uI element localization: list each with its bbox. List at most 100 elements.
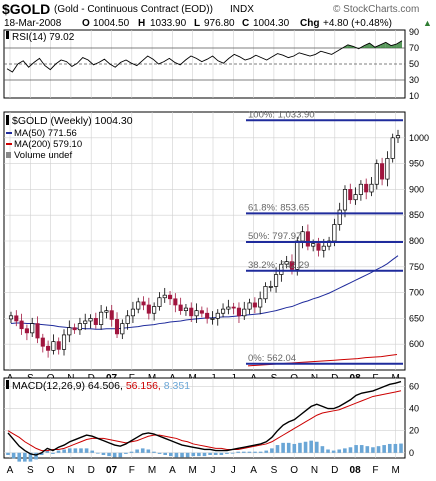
macd-histogram-bar (253, 451, 257, 453)
rsi-overbought-fill (364, 43, 370, 48)
macd-histogram-bar (73, 448, 78, 453)
macd-legend-part: 56.156, (126, 380, 164, 392)
rsi-tick-label: 50 (409, 59, 419, 69)
price-tick-label: 900 (409, 184, 424, 194)
macd-histogram-bar (23, 452, 27, 462)
fib-label: 100%: 1,033.90 (248, 109, 315, 120)
price-bar (8, 315, 14, 320)
price-tick-label: 850 (409, 210, 424, 220)
price-bar (268, 286, 273, 288)
macd-histogram-bar (180, 452, 184, 458)
macd-histogram-bar (163, 452, 167, 455)
macd-histogram-bar (225, 452, 229, 454)
open-label: O (82, 18, 90, 29)
macd-tick-label: 20 (409, 426, 419, 436)
price-bar (14, 315, 19, 322)
price-bar (226, 306, 231, 310)
macd-histogram-bar (202, 452, 207, 457)
macd-histogram-bar (242, 451, 246, 453)
macd-histogram-bar (393, 443, 398, 453)
bottom-x-tick-label: M (392, 465, 400, 476)
macd-histogram-bar (399, 443, 403, 453)
price-bar (332, 224, 337, 242)
macd-histogram-bar (348, 447, 353, 453)
macd-histogram-bar (197, 452, 201, 457)
change-value: +4.80 (+0.48%) (323, 18, 392, 29)
price-bar (93, 318, 98, 325)
macd-histogram-bar (157, 452, 162, 454)
macd-histogram-bar (387, 443, 392, 453)
price-bar (210, 318, 215, 320)
macd-line (7, 380, 402, 456)
price-bar (247, 302, 252, 310)
low-value: 976.80 (204, 18, 235, 29)
fib-label: 61.8%: 853.65 (248, 202, 309, 213)
bottom-x-tick-label: F (372, 465, 378, 476)
macd-histogram-bar (309, 440, 313, 453)
macd-histogram-bar (208, 452, 212, 455)
rsi-legend: RSI(14) 79.02 (12, 32, 75, 43)
macd-legend-marker (6, 380, 9, 389)
price-bar (88, 318, 93, 322)
price-bar (189, 307, 194, 317)
macd-signal-line (7, 390, 402, 452)
bottom-x-tick-label: D (88, 465, 95, 476)
bottom-x-tick-label: M (148, 465, 156, 476)
macd-histogram-bar (112, 452, 117, 458)
watermark: © StockCharts.com (333, 4, 420, 15)
price-bar (236, 307, 242, 317)
price-tick-label: 1000 (409, 133, 429, 143)
rsi-tick-label: 90 (409, 27, 419, 37)
ticker-title: $GOLD (2, 1, 51, 17)
price-bar (61, 334, 67, 350)
high-label: H (138, 18, 146, 29)
price-bar (104, 310, 109, 313)
price-tick-label: 600 (409, 339, 424, 349)
macd-histogram-bar (219, 452, 224, 455)
close-label: C (242, 18, 250, 29)
price-bar (321, 245, 326, 251)
macd-histogram-bar (11, 452, 16, 459)
macd-histogram-bar (376, 446, 381, 453)
bottom-x-tick-label: J (211, 465, 216, 476)
macd-tick-label: 40 (409, 404, 419, 414)
price-bar (46, 345, 51, 351)
rsi-overbought-fill (380, 42, 386, 48)
price-bar (157, 297, 162, 307)
price-bar (99, 311, 104, 325)
price-bar (300, 231, 305, 242)
rsi-tick-label: 70 (409, 43, 419, 53)
macd-histogram-bar (56, 450, 61, 453)
macd-histogram-bar (354, 445, 358, 453)
price-bar (194, 310, 199, 317)
price-bar (263, 286, 268, 300)
macd-histogram-bar (34, 452, 38, 460)
macd-histogram-bar (6, 452, 10, 455)
price-tick-label: 950 (409, 159, 424, 169)
price-bar (380, 163, 385, 180)
macd-histogram-bar (230, 452, 235, 454)
rsi-legend-marker (6, 31, 9, 39)
change-label: Chg (300, 18, 320, 29)
macd-histogram-bar (17, 452, 22, 462)
macd-histogram-bar (67, 448, 72, 453)
macd-histogram-bar (135, 449, 139, 453)
price-bar (178, 304, 183, 312)
change-arrow-icon: ▲ (423, 18, 432, 28)
price-bar (72, 327, 77, 331)
macd-histogram-bar (331, 450, 336, 453)
price-bar (289, 261, 295, 270)
price-bar (141, 301, 146, 306)
price-bar (162, 294, 167, 299)
macd-histogram-bar (174, 452, 179, 458)
price-bar (183, 307, 188, 312)
volume-legend-swatch (6, 152, 11, 158)
macd-histogram-bar (84, 448, 89, 453)
rsi-overbought-fill (391, 44, 397, 48)
bottom-x-tick-label: M (189, 465, 197, 476)
price-bar (348, 189, 353, 201)
price-bar (374, 163, 379, 185)
price-bar (24, 328, 29, 334)
